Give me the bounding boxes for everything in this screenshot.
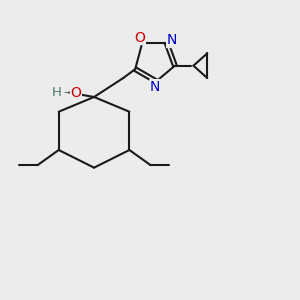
Text: O: O: [134, 31, 145, 44]
Text: N: N: [167, 34, 177, 47]
Text: H: H: [51, 86, 61, 99]
Text: -: -: [64, 86, 68, 99]
Text: N: N: [150, 80, 160, 94]
Text: O: O: [70, 85, 81, 100]
